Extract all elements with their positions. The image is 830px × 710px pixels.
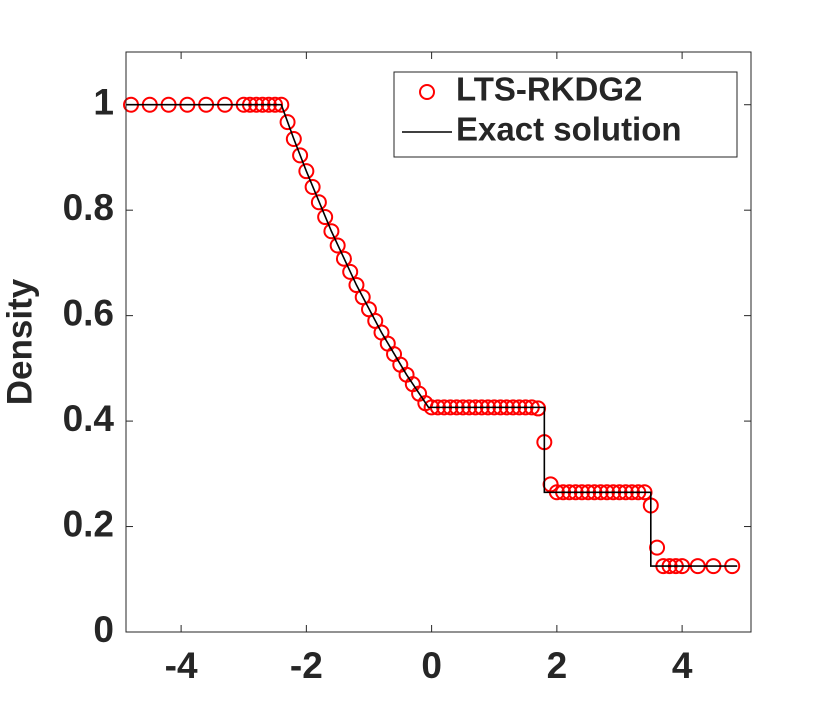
data-point [354, 289, 371, 306]
y-tick-label: 1 [93, 82, 114, 123]
y-tick-label: 0.8 [63, 187, 114, 228]
data-point [298, 163, 315, 180]
y-tick-label: 0.4 [63, 398, 115, 439]
x-tick-label: -4 [165, 645, 198, 686]
y-tick-label: 0.2 [63, 503, 114, 544]
data-point [292, 147, 309, 164]
series-line [126, 103, 738, 567]
x-tick-label: 2 [547, 645, 568, 686]
legend-label: Exact solution [456, 111, 682, 148]
data-point [310, 194, 327, 211]
data-point [323, 223, 340, 240]
y-tick-label: 0.6 [63, 292, 114, 333]
data-point [304, 178, 321, 195]
x-tick-label: -2 [290, 645, 323, 686]
data-point [285, 131, 302, 147]
y-tick-label: 0 [93, 609, 114, 650]
data-point [329, 237, 346, 254]
data-point [342, 263, 359, 280]
x-tick-label: 4 [672, 645, 693, 686]
data-point [279, 114, 296, 131]
legend-label: LTS-RKDG2 [456, 71, 642, 108]
data-point [348, 277, 365, 294]
x-tick-label: 0 [421, 645, 442, 686]
legend-box [393, 71, 738, 158]
axes-box [125, 51, 752, 633]
data-point [317, 209, 334, 226]
y-axis-label: Density [0, 278, 39, 405]
legend-marker [419, 84, 435, 100]
data-point [335, 250, 352, 267]
